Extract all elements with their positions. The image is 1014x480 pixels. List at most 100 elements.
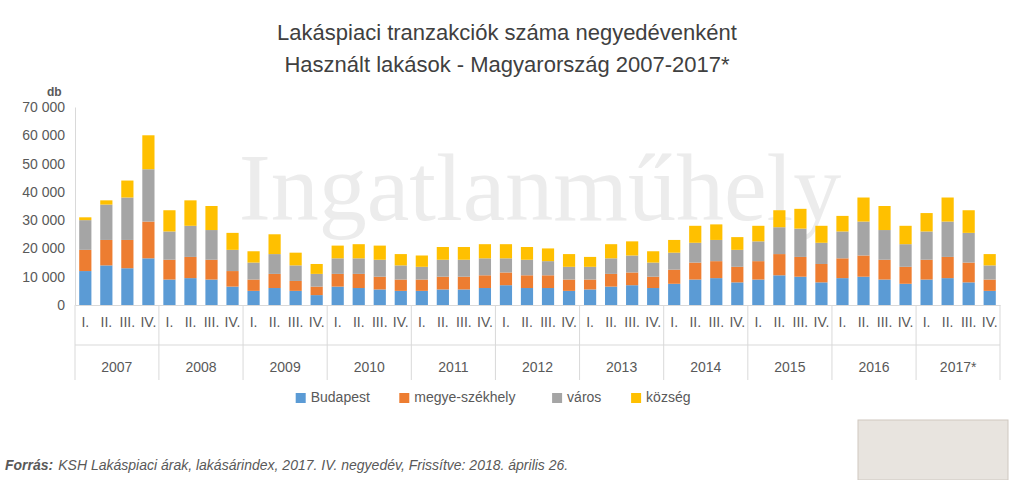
y-tick-label: 70 000 [22, 99, 65, 115]
bar [395, 254, 407, 265]
bar [710, 240, 722, 261]
bar [226, 233, 238, 250]
bar [374, 277, 386, 290]
bar [899, 284, 911, 305]
title: Lakáspiaci tranzakciók száma negyedévenk… [277, 20, 737, 45]
x-group-label: 2008 [185, 359, 216, 375]
x-tick: IV. [729, 314, 745, 330]
bar [752, 241, 764, 261]
bar [563, 291, 575, 305]
y-tick: 40 000 [22, 184, 75, 200]
legend-item: megye-székhely [399, 389, 515, 405]
bar [268, 288, 280, 305]
bar [311, 264, 323, 274]
x-tick: II. [858, 314, 870, 330]
bar [815, 282, 827, 305]
bar [290, 253, 302, 266]
bar [963, 210, 975, 233]
bar [731, 282, 743, 305]
x-tick: I. [923, 314, 931, 330]
y-tick: 30 000 [22, 212, 75, 228]
x-tick: II. [521, 314, 533, 330]
y-tick: 20 000 [22, 240, 75, 256]
bar [920, 280, 932, 305]
bar [500, 258, 512, 272]
x-tick-label: I. [670, 314, 678, 330]
bar [205, 260, 217, 280]
bar [479, 288, 491, 305]
y-axis-title: db [47, 85, 62, 99]
bar [773, 210, 785, 227]
bar [142, 258, 154, 305]
x-group-label: 2015 [774, 359, 805, 375]
x-tick-label: II. [521, 314, 533, 330]
x-tick-label: II. [353, 314, 365, 330]
bar [857, 277, 869, 305]
bar [395, 291, 407, 305]
x-group-label: 2013 [606, 359, 637, 375]
x-group-label: 2010 [354, 359, 385, 375]
group-separator [1000, 305, 1001, 380]
x-tick-label: II. [942, 314, 954, 330]
source-text: KSH Lakáspiaci árak, lakásárindex, 2017.… [58, 457, 568, 473]
bar [773, 227, 785, 254]
x-group-label: 2014 [690, 359, 721, 375]
bar [332, 246, 344, 259]
group-separator [411, 305, 412, 380]
legend-item: Budapest [296, 389, 370, 405]
x-tick: II. [689, 314, 701, 330]
x-tick: III. [540, 314, 556, 330]
bar [542, 248, 554, 261]
bar [836, 231, 848, 258]
bar [142, 169, 154, 221]
x-tick-label: IV. [814, 314, 830, 330]
bar [773, 254, 785, 275]
y-tick-label: 20 000 [22, 240, 65, 256]
y-tick: 0 [57, 297, 75, 313]
x-tick: II. [942, 314, 954, 330]
series-2 [79, 169, 996, 286]
bar [437, 289, 449, 305]
bar [563, 280, 575, 291]
bar [395, 265, 407, 279]
bar [247, 280, 259, 291]
x-tick-label: I. [502, 314, 510, 330]
bar [984, 291, 996, 305]
bar [963, 282, 975, 305]
bar [142, 222, 154, 259]
x-tick-label: II. [858, 314, 870, 330]
x-tick-label: IV. [645, 314, 661, 330]
bar [121, 268, 133, 305]
bar [374, 289, 386, 305]
legend-label: Budapest [311, 389, 370, 405]
bar [920, 231, 932, 259]
bar [836, 278, 848, 305]
group-separator [495, 305, 496, 380]
bar [584, 289, 596, 305]
bar [479, 275, 491, 288]
bar [163, 231, 175, 259]
x-tick-label: I. [81, 314, 89, 330]
legend-swatch [631, 393, 641, 403]
x-tick: IV. [982, 314, 998, 330]
x-tick: III. [624, 314, 640, 330]
bar [79, 217, 91, 220]
x-tick-label: II. [185, 314, 197, 330]
legend-swatch [296, 393, 306, 403]
source: Forrás:KSH Lakáspiaci árak, lakásárindex… [5, 457, 568, 473]
bar [710, 224, 722, 240]
bar [878, 280, 890, 305]
x-tick: I. [334, 314, 342, 330]
bar [647, 277, 659, 288]
y-tick-label: 50 000 [22, 156, 65, 172]
bar [605, 287, 617, 305]
bar [79, 250, 91, 271]
bar [247, 291, 259, 305]
bar [121, 240, 133, 268]
legend-label: város [567, 389, 601, 405]
bars [79, 135, 996, 305]
bar [689, 263, 701, 280]
bar [942, 198, 954, 222]
bar [752, 261, 764, 279]
x-tick: II. [185, 314, 197, 330]
